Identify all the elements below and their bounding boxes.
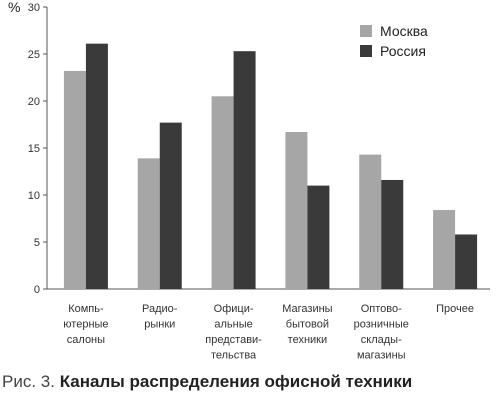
bar-moscow-4 bbox=[359, 154, 382, 289]
y-tick-label: 5 bbox=[34, 237, 40, 249]
y-tick-label: 0 bbox=[34, 284, 40, 296]
x-category-label-line: Оптово- bbox=[361, 303, 402, 315]
x-category-label-line: склады- bbox=[361, 334, 402, 346]
bar-chart: % 0 5 10 15 20 25 30 Компь-ютерные салоны Радио-… bbox=[8, 0, 490, 362]
y-tick-label: 30 bbox=[28, 2, 40, 14]
legend-label-1: Россия bbox=[380, 43, 426, 59]
x-category-label-2: Офици-альные представи-тельства bbox=[205, 303, 262, 362]
x-category-label-line: Офици- bbox=[214, 303, 254, 315]
y-axis-unit-label: % bbox=[8, 0, 20, 15]
figure-caption: Рис. 3. Каналы распределения офисной тех… bbox=[2, 372, 412, 392]
x-category-label-4: Оптово-розничные склады-магазины bbox=[354, 303, 409, 362]
bar-russia-5 bbox=[455, 234, 478, 289]
bar-moscow-2 bbox=[211, 96, 234, 289]
x-category-label-0: Компь-ютерные салоны bbox=[63, 303, 108, 346]
x-category-label-line: альные bbox=[214, 319, 252, 331]
y-tick-label: 10 bbox=[28, 190, 40, 202]
x-category-label-line: представи- bbox=[205, 334, 262, 346]
x-category-label-line: бытовой bbox=[286, 319, 329, 331]
x-category-label-line: Компь- bbox=[68, 303, 104, 315]
legend-swatch-0 bbox=[360, 25, 372, 37]
legend-swatch-1 bbox=[360, 45, 372, 57]
bar-russia-4 bbox=[381, 179, 404, 289]
x-category-label-1: Радио-рынки bbox=[142, 303, 178, 331]
bar-russia-2 bbox=[233, 51, 256, 290]
x-axis-labels: Компь-ютерные салоны Радио-рынки Офици-альн… bbox=[63, 303, 474, 362]
bars bbox=[63, 43, 478, 290]
x-category-label-line: салоны bbox=[67, 334, 105, 346]
y-tick-label: 15 bbox=[28, 143, 40, 155]
bar-moscow-5 bbox=[433, 210, 456, 289]
legend: Москва Россия bbox=[343, 18, 457, 72]
caption-prefix: Рис. 3. bbox=[2, 372, 55, 391]
x-category-label-line: рынки bbox=[144, 319, 175, 331]
bar-moscow-1 bbox=[137, 158, 160, 289]
x-category-label-line: Радио- bbox=[142, 303, 178, 315]
caption-title: Каналы распределения офисной техники bbox=[59, 372, 413, 391]
bar-russia-3 bbox=[307, 185, 330, 289]
legend-label-0: Москва bbox=[380, 23, 428, 39]
x-category-label-3: Магазины бытовой техники bbox=[282, 303, 332, 346]
x-category-label-line: магазины bbox=[357, 350, 406, 362]
y-tick-label: 20 bbox=[28, 96, 40, 108]
bar-russia-1 bbox=[159, 122, 182, 290]
x-category-label-line: Прочее bbox=[436, 303, 474, 315]
x-category-label-line: техники bbox=[288, 334, 327, 346]
bar-moscow-3 bbox=[285, 132, 308, 289]
x-category-label-line: Магазины bbox=[282, 303, 332, 315]
x-category-label-5: Прочее bbox=[436, 303, 474, 315]
bar-russia-0 bbox=[85, 43, 108, 289]
y-axis: 0 5 10 15 20 25 30 bbox=[28, 2, 490, 296]
x-category-label-line: тельства bbox=[211, 350, 257, 362]
y-tick-label: 25 bbox=[28, 49, 40, 61]
x-category-label-line: розничные bbox=[354, 319, 409, 331]
x-category-label-line: ютерные bbox=[63, 319, 108, 331]
bar-moscow-0 bbox=[63, 70, 86, 289]
